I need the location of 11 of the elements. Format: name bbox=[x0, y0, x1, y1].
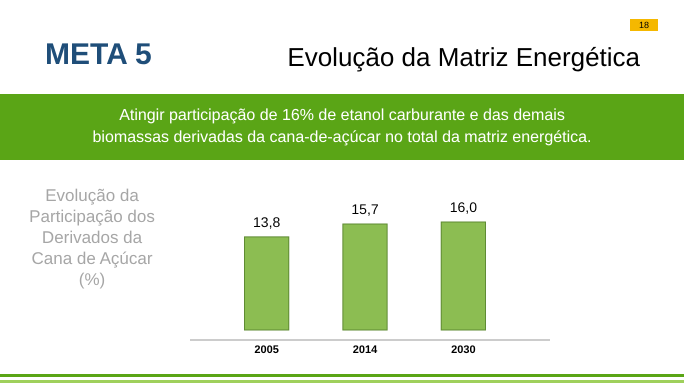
text: Atingir participação de 16% de etanol carburante e das demais biomassas derivadas da cana-de-açúcar no total da matriz energética. bbox=[92, 107, 592, 146]
data-label: 15,7 bbox=[351, 201, 379, 218]
x-tick-label: 2030 bbox=[451, 344, 476, 356]
data-label: 13,8 bbox=[253, 214, 280, 230]
y-axis-title: Evolução da Participação dos Derivados da Cana de Açúcar (%) bbox=[29, 186, 155, 289]
chart-title: META 5 bbox=[45, 38, 152, 71]
text: 18 bbox=[638, 20, 650, 30]
chart-subtitle: Evolução da Matriz Energética bbox=[287, 42, 641, 72]
data-label: 16,0 bbox=[450, 199, 478, 215]
x-tick-label: 2005 bbox=[254, 344, 279, 356]
x-tick-label: 2014 bbox=[352, 344, 378, 356]
